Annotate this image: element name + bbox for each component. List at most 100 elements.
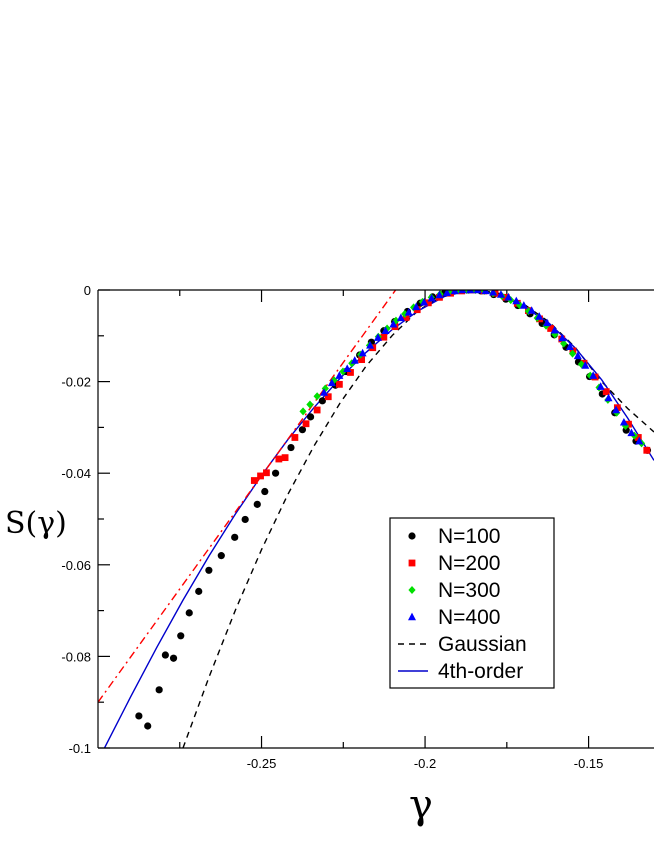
tick-labels: -0.25 -0.2 -0.15 0 -0.02 -0.04 -0.06 -0.08 -0.1 (61, 283, 603, 771)
data-point-n-100 (287, 443, 295, 452)
data-point-n-400 (319, 388, 328, 396)
data-point-n-400 (581, 361, 590, 369)
x-tick-label: -0.2 (414, 756, 436, 771)
x-axis-label: γ (409, 782, 433, 828)
data-point-n-400 (389, 319, 398, 328)
data-point-n-400 (619, 417, 628, 426)
data-point-n-200 (335, 380, 343, 388)
x-tick-label: -0.25 (247, 756, 277, 771)
data-markers (135, 290, 652, 730)
data-point-n-400 (435, 290, 444, 299)
legend-label-gaussian: Gaussian (438, 633, 527, 656)
data-point-n-400 (519, 301, 528, 309)
data-point-n-400 (558, 333, 567, 342)
data-point-n-100 (241, 515, 249, 524)
data-point-n-400 (381, 326, 390, 334)
data-point-n-400 (350, 356, 359, 364)
legend-label-n-400: N=400 (438, 606, 500, 629)
data-point-n-400 (550, 325, 559, 334)
y-tick-label: -0.04 (61, 466, 91, 481)
legend-label-4th-order: 4th-order (438, 660, 523, 683)
data-point-n-400 (527, 306, 536, 314)
data-point-n-400 (565, 342, 574, 350)
data-point-n-100 (306, 413, 315, 421)
y-tick-label: -0.08 (61, 649, 91, 664)
data-point-n-100 (318, 397, 326, 405)
data-point-n-200 (281, 454, 289, 462)
data-point-n-400 (366, 341, 375, 349)
data-point-n-200 (257, 472, 264, 480)
legend-label-n-300: N=300 (438, 579, 500, 602)
data-point-n-200 (602, 388, 610, 396)
data-point-n-100 (155, 686, 163, 694)
data-point-n-100 (195, 587, 203, 595)
plot-area (98, 290, 654, 748)
data-point-n-400 (489, 290, 498, 296)
data-point-n-400 (481, 290, 490, 295)
data-point-n-200 (634, 434, 642, 441)
data-point-n-400 (335, 371, 344, 379)
data-point-n-200 (275, 455, 283, 463)
data-point-n-100 (271, 469, 280, 477)
data-point-n-100 (217, 552, 225, 560)
series-line-gaussian (182, 290, 654, 748)
data-point-n-200 (643, 446, 651, 454)
data-point-n-100 (185, 609, 193, 617)
legend-marker-n-100 (408, 532, 416, 540)
data-point-n-200 (402, 314, 410, 321)
series-n-300 (299, 290, 646, 448)
legend-entry-n-200: N=200 (408, 552, 500, 575)
fit-lines (98, 290, 654, 748)
legend-entry-n-300: N=300 (408, 579, 500, 602)
data-point-n-300 (568, 349, 577, 358)
data-point-n-100 (261, 487, 269, 496)
data-point-n-400 (343, 364, 352, 372)
data-point-n-400 (427, 293, 436, 302)
data-point-n-300 (586, 371, 594, 380)
data-point-n-300 (299, 407, 307, 416)
data-point-n-100 (169, 654, 178, 662)
data-point-n-300 (321, 384, 329, 393)
data-point-n-200 (291, 434, 299, 441)
data-point-n-200 (547, 325, 555, 332)
y-axis-label: S(γ) (5, 506, 67, 541)
data-point-n-400 (327, 378, 336, 387)
y-tick-label: -0.06 (61, 558, 91, 573)
data-point-n-400 (473, 290, 482, 294)
data-point-n-400 (358, 348, 367, 357)
data-point-n-400 (573, 351, 582, 360)
data-point-n-300 (401, 309, 409, 318)
data-point-n-400 (412, 302, 421, 311)
data-point-n-200 (424, 299, 432, 307)
data-point-n-400 (420, 297, 429, 306)
legend-label-n-200: N=200 (438, 552, 500, 575)
data-point-n-100 (161, 651, 169, 659)
legend-marker-n-400 (408, 612, 416, 621)
data-point-n-100 (298, 426, 307, 434)
data-point-n-400 (543, 318, 552, 327)
data-point-n-400 (496, 290, 505, 298)
data-point-n-400 (450, 290, 459, 295)
data-point-n-200 (358, 356, 366, 364)
data-point-n-100 (205, 566, 213, 574)
data-point-n-100 (177, 632, 185, 640)
series-n-200 (250, 290, 651, 484)
data-point-n-400 (512, 296, 521, 305)
data-point-n-400 (635, 436, 644, 445)
legend-entry-n-100: N=100 (408, 525, 500, 548)
data-point-n-400 (627, 428, 636, 437)
data-point-n-400 (589, 371, 598, 379)
data-point-n-300 (410, 303, 418, 312)
data-point-n-400 (604, 393, 613, 402)
data-point-n-300 (621, 422, 630, 431)
data-point-n-200 (625, 420, 632, 428)
data-point-n-200 (324, 393, 332, 401)
data-point-n-400 (442, 290, 451, 296)
legend-marker-n-300 (408, 586, 416, 594)
data-point-n-400 (373, 333, 382, 341)
series-line-linear-asymptote (98, 290, 397, 703)
data-point-n-400 (404, 308, 413, 316)
data-point-n-200 (380, 333, 388, 341)
y-tick-label: 0 (84, 283, 91, 298)
data-point-n-400 (596, 382, 605, 390)
